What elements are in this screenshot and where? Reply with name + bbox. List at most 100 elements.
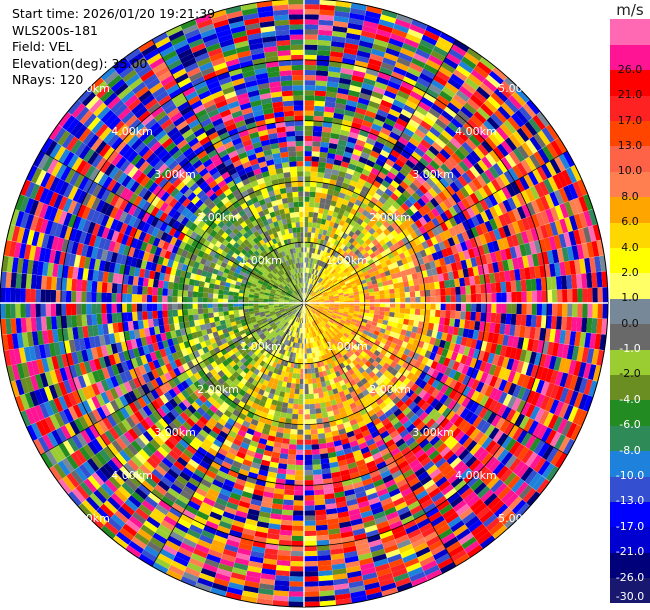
gate-cell <box>292 352 297 358</box>
gate-cell <box>334 348 340 354</box>
gate-cell <box>443 159 455 171</box>
gate-cell <box>280 407 288 414</box>
gate-cell <box>307 312 311 318</box>
gate-cell <box>263 321 269 326</box>
gate-cell <box>514 109 529 125</box>
gate-cell <box>314 259 319 265</box>
gate-cell <box>209 511 223 521</box>
gate-cell <box>450 73 465 86</box>
gate-cell <box>516 192 527 206</box>
gate-cell <box>469 401 480 414</box>
gate-cell <box>187 404 197 415</box>
gate-cell <box>311 279 315 285</box>
gate-cell <box>132 511 147 525</box>
gate-cell <box>260 325 266 331</box>
gate-cell <box>372 204 381 213</box>
gate-cell <box>382 265 390 273</box>
gate-cell <box>364 582 381 591</box>
gate-cell <box>334 491 346 499</box>
gate-cell <box>489 375 498 388</box>
gate-cell <box>269 404 277 411</box>
gate-cell <box>344 452 355 460</box>
gate-cell <box>576 317 583 332</box>
gate-cell <box>272 316 278 321</box>
gate-cell <box>215 434 226 444</box>
gate-cell <box>230 334 237 340</box>
gate-cell <box>304 424 311 430</box>
gate-cell <box>552 416 564 432</box>
gate-cell <box>450 44 467 57</box>
gate-cell <box>584 257 592 274</box>
gate-cell <box>327 147 337 155</box>
gate-cell <box>423 223 432 232</box>
gate-cell <box>380 14 397 24</box>
gate-cell <box>552 174 564 190</box>
gate-cell <box>141 394 151 406</box>
gate-cell <box>315 346 320 352</box>
gate-cell <box>265 358 272 365</box>
gate-cell <box>528 118 542 134</box>
gate-cell <box>172 395 182 405</box>
gate-cell <box>317 50 331 57</box>
gate-cell <box>307 283 310 289</box>
gate-cell <box>431 267 438 276</box>
gate-cell <box>147 492 162 504</box>
gate-cell <box>409 392 419 402</box>
gate-cell <box>277 549 291 556</box>
gate-cell <box>276 426 285 434</box>
gate-cell <box>518 484 533 500</box>
gate-cell <box>505 438 517 452</box>
gate-cell <box>317 549 331 556</box>
gate-cell <box>327 328 333 334</box>
gate-cell <box>488 133 501 147</box>
gate-cell <box>387 80 401 90</box>
gate-cell <box>370 196 379 205</box>
gate-cell <box>447 472 460 484</box>
gate-cell <box>461 198 471 210</box>
gate-cell <box>243 486 255 494</box>
gate-cell <box>398 318 405 324</box>
gate-cell <box>308 298 314 302</box>
gate-cell <box>189 414 199 424</box>
gate-cell <box>330 174 338 181</box>
gate-cell <box>248 560 263 569</box>
gate-cell <box>566 274 573 289</box>
gate-cell <box>446 102 461 114</box>
gate-cell <box>311 263 315 269</box>
gate-cell <box>324 316 330 321</box>
gate-cell <box>329 137 339 145</box>
gate-cell <box>392 145 404 155</box>
gate-cell <box>305 267 308 273</box>
gate-cell <box>440 303 446 311</box>
gate-cell <box>102 417 113 430</box>
gate-cell <box>354 432 364 441</box>
gate-cell <box>463 102 477 115</box>
gate-cell <box>505 313 512 325</box>
gate-cell <box>467 267 475 277</box>
gate-cell <box>159 548 176 561</box>
gate-cell <box>344 109 355 117</box>
gate-cell <box>466 366 475 378</box>
gate-cell <box>209 368 218 377</box>
gate-cell <box>264 338 271 345</box>
gate-cell <box>390 368 399 377</box>
gate-cell <box>445 310 451 319</box>
gate-cell <box>320 458 330 465</box>
gate-cell <box>311 161 319 167</box>
gate-cell <box>322 359 328 366</box>
gate-cell <box>367 350 374 358</box>
gate-cell <box>436 266 443 275</box>
gate-cell <box>401 515 415 526</box>
gate-cell <box>541 427 553 443</box>
gate-cell <box>316 291 321 295</box>
gate-cell <box>223 332 230 338</box>
gate-cell <box>349 267 355 273</box>
gate-cell <box>415 48 431 60</box>
gate-cell <box>460 259 468 270</box>
gate-cell <box>309 311 313 316</box>
gate-cell <box>259 464 270 472</box>
gate-cell <box>458 448 470 461</box>
gate-cell <box>67 491 82 507</box>
gate-cell <box>387 42 402 53</box>
gate-cell <box>138 553 155 567</box>
